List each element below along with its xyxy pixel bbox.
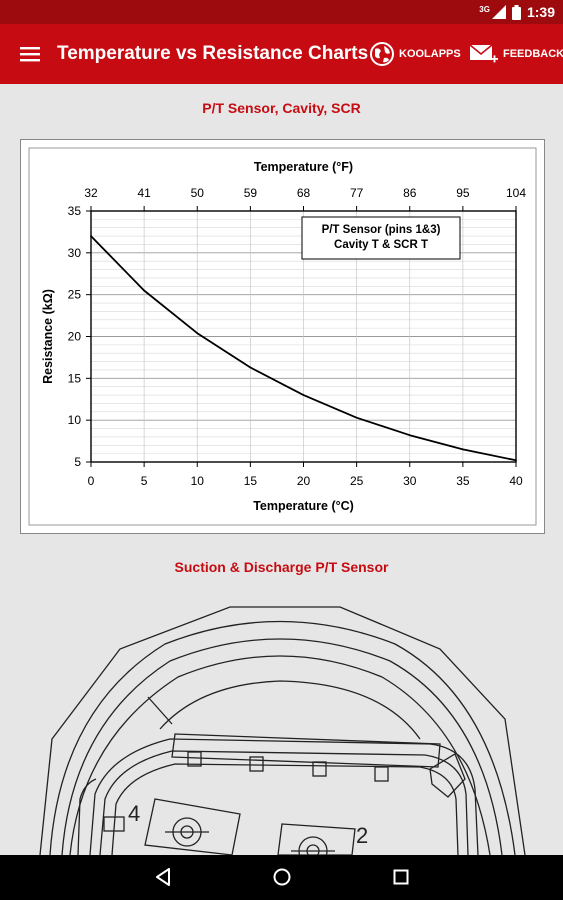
svg-text:2: 2 <box>356 823 368 848</box>
status-bar: 3G 1:39 <box>0 0 563 24</box>
x2-tick-label: 41 <box>137 186 151 200</box>
back-icon <box>156 868 170 886</box>
recents-icon <box>393 869 409 885</box>
x2-tick-label: 32 <box>84 186 98 200</box>
data-point <box>461 448 464 451</box>
x-tick-label: 40 <box>509 474 523 488</box>
x2-tick-label: 86 <box>403 186 417 200</box>
x2-tick-label: 59 <box>244 186 258 200</box>
data-point <box>249 366 252 369</box>
y-tick-label: 20 <box>68 330 82 344</box>
data-point <box>302 394 305 396</box>
chart-inner-border <box>28 147 537 526</box>
legend-entry: Cavity T & SCR T <box>334 239 428 251</box>
sensor-schematic-drawing: 4 2 <box>39 606 526 855</box>
x-axis-label: Temperature (°C) <box>253 499 354 513</box>
hamburger-menu-icon <box>20 47 40 62</box>
back-button[interactable] <box>143 862 183 892</box>
globe-icon <box>370 42 394 66</box>
battery-icon <box>511 4 521 20</box>
x-tick-label: 25 <box>350 474 364 488</box>
x2-tick-label: 68 <box>297 186 311 200</box>
data-point <box>90 235 92 237</box>
x2-axis-label: Temperature (°F) <box>254 160 353 174</box>
feedback-label: FEEDBACK <box>503 48 563 60</box>
koolapps-button[interactable]: KOOLAPPS <box>369 24 461 84</box>
x2-tick-label: 50 <box>191 186 205 200</box>
y-tick-label: 5 <box>74 455 81 469</box>
x2-tick-label: 95 <box>456 186 470 200</box>
y-tick-label: 30 <box>68 246 82 260</box>
x2-tick-label: 104 <box>506 186 526 200</box>
schematic-section-title: Suction & Discharge P/T Sensor <box>174 559 389 575</box>
network-label: 3G <box>479 4 490 14</box>
chart-legend: P/T Sensor (pins 1&3) Cavity T & SCR T <box>301 216 461 260</box>
x-tick-label: 20 <box>297 474 311 488</box>
koolapps-label: KOOLAPPS <box>399 48 461 60</box>
home-button[interactable] <box>262 862 302 892</box>
y-tick-label: 35 <box>68 204 82 218</box>
y-tick-label: 10 <box>68 413 82 427</box>
content-scroll-area[interactable]: P/T Sensor, Cavity, SCR 5 10 15 20 25 30 35 0 5 1… <box>0 84 563 855</box>
navigation-bar <box>0 855 563 900</box>
x-tick-label: 0 <box>88 474 95 488</box>
x2-tick-label: 77 <box>350 186 364 200</box>
app-bar: Temperature vs Resistance Charts KOOLAPP… <box>0 24 563 84</box>
x-tick-label: 30 <box>403 474 417 488</box>
y-axis-label: Resistance (kΩ) <box>41 289 55 384</box>
feedback-button[interactable]: FEEDBACK <box>469 24 563 84</box>
legend-entry: P/T Sensor (pins 1&3) <box>322 224 441 236</box>
recents-button[interactable] <box>381 862 421 892</box>
legend-box <box>301 216 461 260</box>
mail-icon <box>469 44 498 63</box>
x-tick-label: 10 <box>191 474 205 488</box>
data-point <box>143 289 146 292</box>
y-tick-label: 25 <box>68 288 82 302</box>
status-time: 1:39 <box>526 4 555 20</box>
x-tick-label: 35 <box>456 474 470 488</box>
chart-section-title: P/T Sensor, Cavity, SCR <box>202 100 361 116</box>
app-title: Temperature vs Resistance Charts <box>57 43 369 64</box>
svg-text:4: 4 <box>128 801 140 826</box>
signal-icon <box>491 5 506 19</box>
menu-button[interactable] <box>14 39 46 69</box>
data-point <box>408 434 411 437</box>
data-point <box>196 332 199 335</box>
x-tick-label: 5 <box>141 474 148 488</box>
y-tick-label: 15 <box>68 371 82 385</box>
data-point <box>515 459 517 462</box>
x-tick-label: 15 <box>244 474 258 488</box>
chart-card: 5 10 15 20 25 30 35 0 5 10 15 20 25 30 35 40 32 41 50 59 68 7… <box>20 139 545 534</box>
status-icons: 3G 1:39 <box>479 0 555 24</box>
home-icon <box>273 868 291 886</box>
data-point <box>355 416 358 419</box>
